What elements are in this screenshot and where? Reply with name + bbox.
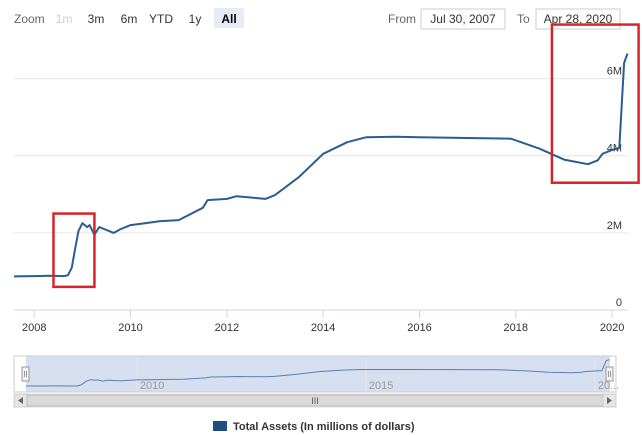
svg-text:Jul 30, 2007[interactable]: Jul 30, 2007 <box>430 12 496 26</box>
highlight-box <box>52 212 96 289</box>
highlight-box <box>550 23 640 184</box>
arrow-left-icon[interactable] <box>18 397 23 404</box>
x-tick-label: 2018 <box>504 322 528 334</box>
x-axis: 2008 2010 2012 2014 2016 2018 2020 <box>22 310 624 334</box>
legend-label[interactable]: Total Assets (In millions of dollars) <box>233 421 415 433</box>
series-line-total-assets <box>13 53 629 278</box>
scrollbar-grip[interactable]: III <box>311 396 319 406</box>
navigator-handle-left[interactable] <box>21 366 30 382</box>
x-tick-label: 2020 <box>600 322 624 334</box>
svg-text:YTD[interactable]: YTD <box>149 12 173 26</box>
svg-text:6m[interactable]: 6m <box>121 12 138 26</box>
scrollbar-right-arrow[interactable] <box>602 393 617 408</box>
svg-text:Apr 28, 2020[interactable]: Apr 28, 2020 <box>544 12 613 26</box>
zoom-button-all-bg[interactable] <box>214 8 244 28</box>
navigator-series-line <box>26 359 610 387</box>
zoom-button-all[interactable]: All <box>214 8 244 28</box>
x-tick-label: 2012 <box>215 322 239 334</box>
zoom-button-3m[interactable]: 3m <box>88 12 105 26</box>
x-tick-label: 2010 <box>118 322 142 334</box>
legend[interactable]: Total Assets (In millions of dollars) <box>213 421 415 433</box>
x-tick-label: 2008 <box>22 322 46 334</box>
zoom-label: Zoom <box>14 12 45 26</box>
arrow-right-icon[interactable] <box>607 397 612 404</box>
highlight-boxes <box>52 23 640 289</box>
x-tick-label: 2014 <box>311 322 335 334</box>
navigator-tick-label: 20... <box>598 380 619 392</box>
y-tick-label: 6M <box>607 66 622 78</box>
range-selector: Zoom 1m 3m 6m YTD 1y All From Jul 30, 20… <box>14 8 621 30</box>
zoom-button-6m[interactable]: 6m <box>121 12 138 26</box>
navigator-axis: 2010 2015 20... <box>136 358 619 392</box>
navigator-tick-label: 2010 <box>140 380 164 392</box>
from-label: From <box>388 12 416 26</box>
navigator-tick-label: 2015 <box>369 380 393 392</box>
svg-text:1y[interactable]: 1y <box>189 12 202 26</box>
y-tick-label: 2M <box>607 220 622 232</box>
from-date-input[interactable]: Jul 30, 2007 <box>420 8 506 30</box>
to-label: To <box>517 12 530 26</box>
navigator-handle-right[interactable] <box>605 366 614 382</box>
to-date-input[interactable]: Apr 28, 2020 <box>535 8 621 30</box>
scrollbar[interactable]: III <box>13 393 617 408</box>
zoom-button-1y[interactable]: 1y <box>189 12 202 26</box>
gridlines <box>14 78 628 311</box>
legend-swatch[interactable] <box>213 421 227 431</box>
zoom-button-ytd[interactable]: YTD <box>149 12 173 26</box>
svg-text:1m[interactable]: 1m <box>56 12 73 26</box>
x-tick-label: 2016 <box>407 322 431 334</box>
scrollbar-left-arrow[interactable] <box>13 393 28 408</box>
navigator-selection[interactable] <box>26 356 610 392</box>
y-tick-label: 0 <box>616 297 622 309</box>
navigator[interactable]: 2010 2015 20... <box>13 355 619 393</box>
svg-text:All[interactable]: All <box>221 12 236 26</box>
zoom-button-1m[interactable]: 1m <box>56 12 73 26</box>
svg-text:3m[interactable]: 3m <box>88 12 105 26</box>
